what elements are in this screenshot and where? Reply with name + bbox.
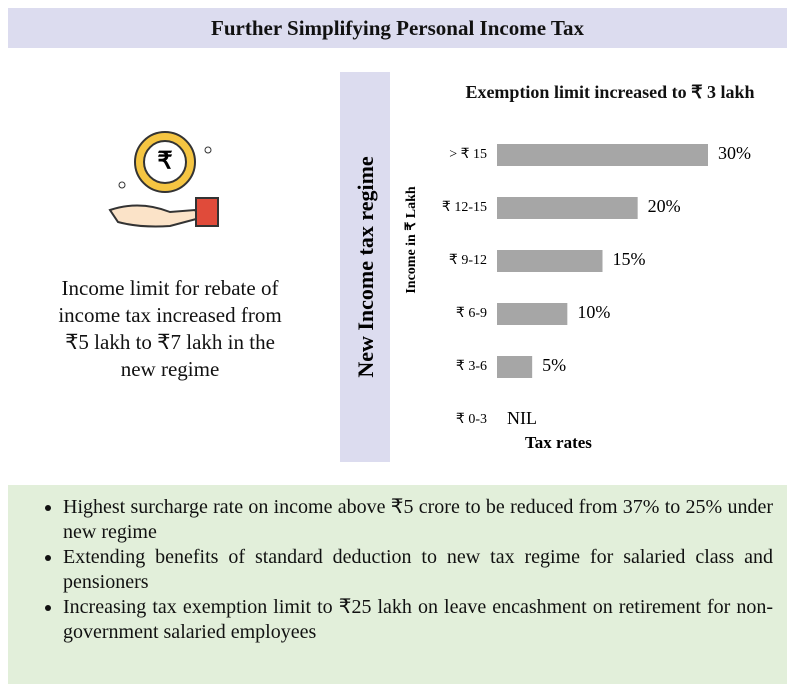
value-label: 10% [577, 302, 610, 322]
bullet: Highest surcharge rate on income above ₹… [63, 495, 773, 545]
bullet-list: Highest surcharge rate on income above ₹… [8, 485, 787, 645]
category-label: ₹ 6-9 [456, 306, 487, 321]
value-label: 5% [542, 355, 566, 375]
value-label: 20% [648, 196, 681, 216]
category-label: > ₹ 15 [449, 147, 487, 162]
sidebar-box [340, 72, 390, 462]
x-axis-label: Tax rates [525, 433, 592, 452]
bar [497, 144, 708, 166]
chart-title: Exemption limit increased to ₹ 3 lakh [465, 82, 755, 102]
category-label: ₹ 3-6 [456, 359, 487, 374]
left-text: Income limit for rebate of income tax in… [58, 276, 282, 381]
value-label: NIL [507, 408, 537, 428]
y-axis-label: Income in ₹ Lakh [404, 186, 419, 294]
bullet-box: Highest surcharge rate on income above ₹… [8, 485, 787, 684]
value-label: 15% [613, 249, 646, 269]
bar [497, 356, 533, 378]
value-label: 30% [718, 143, 751, 163]
header-title: Further Simplifying Personal Income Tax [8, 8, 787, 48]
category-label: ₹ 9-12 [449, 253, 487, 268]
bullet: Increasing tax exemption limit to ₹25 la… [63, 595, 773, 645]
sidebar-label: New Income tax regime [353, 156, 378, 378]
svg-text:₹: ₹ [157, 149, 172, 175]
category-label: ₹ 0-3 [456, 412, 487, 427]
icon: ₹ [108, 131, 219, 228]
category-label: ₹ 12-15 [442, 200, 487, 215]
bar [497, 250, 603, 272]
bar [497, 197, 638, 219]
bar [497, 303, 568, 325]
bullet: Extending benefits of standard deduction… [63, 545, 773, 595]
